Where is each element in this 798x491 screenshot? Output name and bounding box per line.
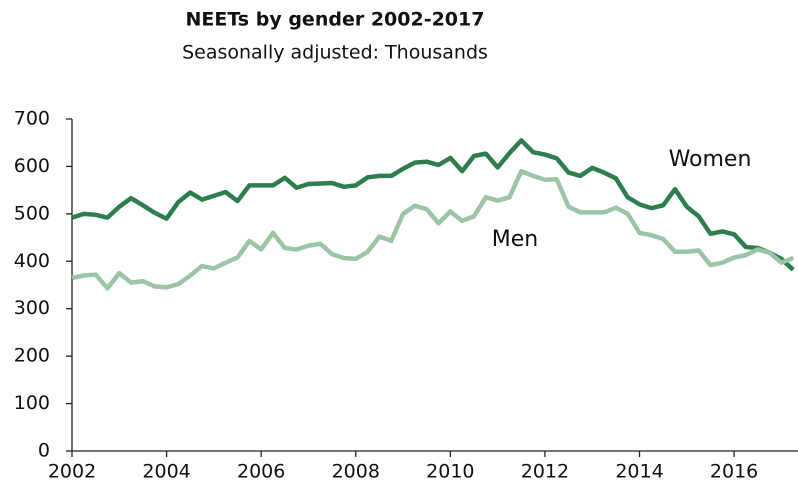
y-tick-label: 600: [14, 155, 50, 177]
y-tick-label: 100: [14, 392, 50, 414]
x-tick-label: 2010: [426, 461, 474, 483]
x-tick-label: 2002: [48, 461, 96, 483]
x-tick-label: 2012: [521, 461, 569, 483]
line-series: [71, 138, 795, 272]
y-tick-label: 700: [14, 108, 50, 130]
x-tick-label: 2016: [710, 461, 758, 483]
chart-subtitle: Seasonally adjusted: Thousands: [182, 42, 488, 64]
y-tick-label: 0: [38, 440, 50, 462]
x-tick-label: 2006: [237, 461, 285, 483]
chart-title: NEETs by gender 2002-2017: [186, 9, 485, 31]
line-series: [71, 168, 795, 291]
y-tick-label: 500: [14, 202, 50, 224]
x-tick-label: 2014: [615, 461, 663, 483]
series-label: Women: [669, 147, 752, 172]
y-tick-label: 400: [14, 250, 50, 272]
y-tick-label: 300: [14, 297, 50, 319]
x-tick-label: 2004: [142, 461, 190, 483]
x-tick-label: 2008: [332, 461, 380, 483]
series-label: Men: [492, 227, 538, 252]
y-tick-label: 200: [14, 345, 50, 367]
